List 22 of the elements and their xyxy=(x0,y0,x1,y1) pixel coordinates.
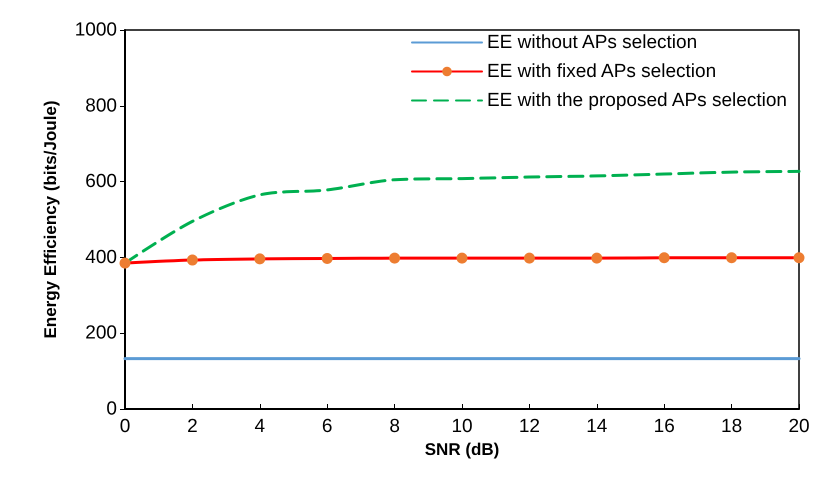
y-tick-label: 200 xyxy=(85,322,117,344)
y-tick-label: 800 xyxy=(85,95,117,116)
x-tick-label: 12 xyxy=(518,416,540,437)
x-tick-label: 4 xyxy=(254,416,266,437)
x-tick-label: 14 xyxy=(586,416,608,437)
x-tick-label: 8 xyxy=(389,416,400,437)
x-tick-label: 10 xyxy=(451,416,473,437)
x-tick-label: 18 xyxy=(721,416,742,437)
y-axis-title: Energy Efficiency (bits/Joule) xyxy=(41,100,60,339)
legend-label: EE with fixed APs selection xyxy=(486,61,716,82)
legend-label: EE without APs selection xyxy=(486,32,698,53)
legend-label: EE with the proposed APs selection xyxy=(486,90,787,111)
y-tick-label: 1000 xyxy=(74,20,117,40)
y-tick-label: 600 xyxy=(85,171,117,192)
x-tick-label: 2 xyxy=(187,416,198,437)
y-tick-label: 0 xyxy=(106,398,117,420)
x-tick-label: 0 xyxy=(120,416,130,437)
x-tick-label: 20 xyxy=(788,416,810,437)
x-tick-label: 16 xyxy=(654,416,675,437)
y-tick-label: 400 xyxy=(85,246,117,268)
x-tick-label: 6 xyxy=(322,416,332,437)
x-axis-title: SNR (dB) xyxy=(424,440,500,459)
